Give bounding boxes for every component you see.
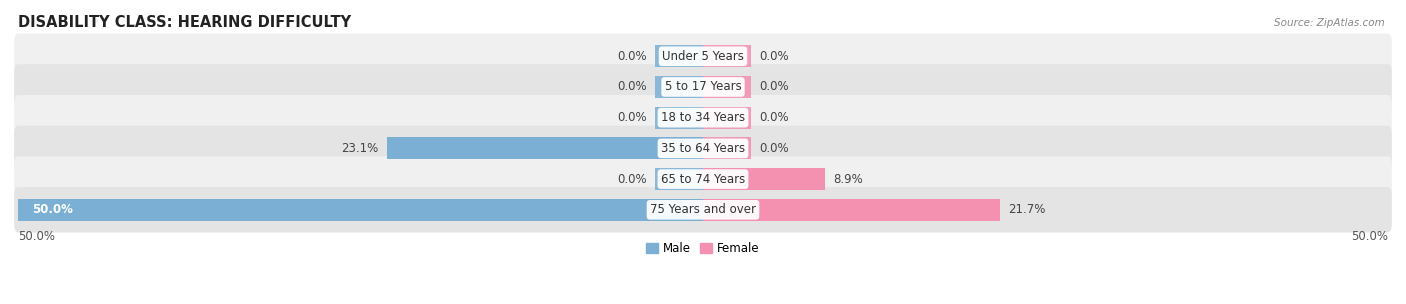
Bar [703, 168, 825, 190]
Text: 50.0%: 50.0% [32, 203, 73, 216]
Text: 50.0%: 50.0% [1351, 230, 1388, 243]
Text: 35 to 64 Years: 35 to 64 Years [661, 142, 745, 155]
Text: 23.1%: 23.1% [342, 142, 378, 155]
Text: 18 to 34 Years: 18 to 34 Years [661, 111, 745, 124]
Text: 0.0%: 0.0% [617, 81, 647, 93]
Text: 65 to 74 Years: 65 to 74 Years [661, 173, 745, 186]
FancyBboxPatch shape [14, 95, 1392, 140]
Bar [703, 199, 1000, 221]
FancyBboxPatch shape [14, 33, 1392, 79]
Bar [703, 45, 751, 67]
Text: 5 to 17 Years: 5 to 17 Years [665, 81, 741, 93]
Bar [703, 107, 751, 129]
Text: 0.0%: 0.0% [759, 142, 789, 155]
Text: 0.0%: 0.0% [759, 81, 789, 93]
Text: 0.0%: 0.0% [759, 50, 789, 63]
Text: 8.9%: 8.9% [834, 173, 863, 186]
Bar [703, 76, 751, 98]
Bar [18, 199, 703, 221]
Text: 21.7%: 21.7% [1008, 203, 1046, 216]
Bar [655, 107, 703, 129]
FancyBboxPatch shape [14, 126, 1392, 171]
Text: Source: ZipAtlas.com: Source: ZipAtlas.com [1274, 18, 1385, 28]
Text: 50.0%: 50.0% [18, 230, 55, 243]
Bar [703, 137, 751, 159]
Text: 0.0%: 0.0% [759, 111, 789, 124]
FancyBboxPatch shape [14, 64, 1392, 110]
Text: 75 Years and over: 75 Years and over [650, 203, 756, 216]
Bar [655, 45, 703, 67]
Bar [387, 137, 703, 159]
Text: Under 5 Years: Under 5 Years [662, 50, 744, 63]
FancyBboxPatch shape [14, 187, 1392, 233]
Text: DISABILITY CLASS: HEARING DIFFICULTY: DISABILITY CLASS: HEARING DIFFICULTY [18, 15, 352, 30]
Legend: Male, Female: Male, Female [641, 237, 765, 260]
Text: 0.0%: 0.0% [617, 111, 647, 124]
Bar [655, 168, 703, 190]
Text: 0.0%: 0.0% [617, 173, 647, 186]
Bar [655, 76, 703, 98]
Text: 0.0%: 0.0% [617, 50, 647, 63]
FancyBboxPatch shape [14, 156, 1392, 202]
